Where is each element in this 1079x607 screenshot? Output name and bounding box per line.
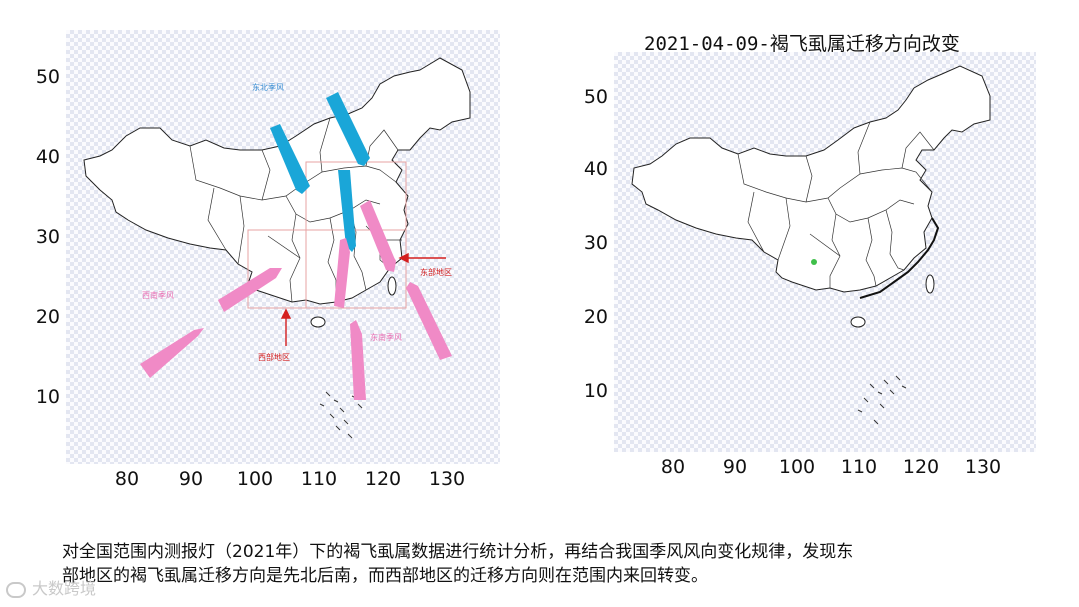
left-y-tick-50: 50 (35, 66, 60, 88)
pink-arrow-6 (406, 282, 452, 360)
trap-site-dot (811, 259, 817, 265)
left-x-tick-90: 90 (178, 468, 204, 490)
left-x-tick-100: 100 (236, 468, 274, 490)
left-y-tick-30: 30 (35, 226, 60, 248)
east-coastline (859, 217, 940, 299)
left-x-tick-80: 80 (114, 468, 140, 490)
west-pointer-head (280, 308, 292, 319)
pink-arrow-5 (350, 320, 366, 400)
right-x-tick-90: 90 (722, 456, 748, 478)
caption-text: 对全国范围内测报灯（2021年）下的褐飞虱属数据进行统计分析，再结合我国季风风向… (62, 540, 1032, 588)
east-region-label: 东部地区 (420, 267, 452, 277)
right-y-tick-40: 40 (583, 158, 608, 180)
pink-arrow-2 (218, 268, 282, 312)
taiwan-island (925, 274, 935, 294)
watermark-icon (6, 581, 26, 598)
right-x-tick-130: 130 (964, 456, 1002, 478)
right-x-tick-100: 100 (778, 456, 816, 478)
blue-arrows (270, 92, 370, 252)
right-x-tick-120: 120 (902, 456, 940, 478)
southwest-monsoon-label: 西南季风 (142, 290, 174, 300)
caption-line-1: 对全国范围内测报灯（2021年）下的褐飞虱属数据进行统计分析，再结合我国季风风向… (62, 542, 854, 562)
left-map-panel: 50 40 30 20 10 80 90 100 110 120 130 (0, 0, 520, 510)
left-x-tick-110: 110 (300, 468, 338, 490)
left-map-svg: 东北季风 西南季风 东南季风 东部地区 西部地区 (83, 57, 471, 439)
hainan-island (310, 316, 326, 328)
left-x-tick-120: 120 (364, 468, 402, 490)
southeast-monsoon-label: 东南季风 (370, 332, 402, 342)
south-sea-islands (857, 375, 907, 425)
pink-arrow-3 (334, 238, 350, 308)
blue-arrow-2 (326, 92, 370, 166)
watermark-text: 大数跨境 (32, 579, 97, 598)
right-x-tick-80: 80 (660, 456, 686, 478)
right-map-title: 2021-04-09-褐飞虱属迁移方向改变 (644, 33, 960, 55)
right-map-panel: 2021-04-09-褐飞虱属迁移方向改变 50 40 30 20 10 80 … (540, 0, 1079, 510)
west-region-label: 西部地区 (258, 352, 290, 362)
east-pink-stroke (374, 236, 396, 264)
right-y-tick-20: 20 (583, 306, 608, 328)
left-y-tick-10: 10 (35, 386, 60, 408)
hainan-island (850, 316, 866, 328)
west-region-box (247, 229, 407, 309)
northeast-monsoon-label: 东北季风 (252, 82, 284, 92)
east-pointer-head (398, 252, 409, 264)
right-x-tick-110: 110 (840, 456, 878, 478)
right-map-svg (631, 65, 991, 425)
blue-arrow-3 (338, 170, 356, 252)
china-outline (83, 57, 471, 305)
south-sea-islands (319, 391, 363, 439)
taiwan-island (387, 276, 397, 296)
red-pointers (280, 252, 446, 346)
blue-arrow-1 (270, 124, 310, 194)
province-boundaries (737, 121, 935, 288)
left-y-tick-20: 20 (35, 306, 60, 328)
left-x-tick-130: 130 (428, 468, 466, 490)
right-y-tick-30: 30 (583, 232, 608, 254)
left-y-tick-40: 40 (35, 146, 60, 168)
watermark-logo: 大数跨境 (6, 575, 96, 599)
caption-line-2: 部地区的褐飞虱属迁移方向是先北后南，而西部地区的迁移方向则在范围内来回转变。 (62, 566, 708, 586)
right-y-tick-50: 50 (583, 86, 608, 108)
pink-arrow-1 (140, 328, 204, 378)
right-y-tick-10: 10 (583, 380, 608, 402)
